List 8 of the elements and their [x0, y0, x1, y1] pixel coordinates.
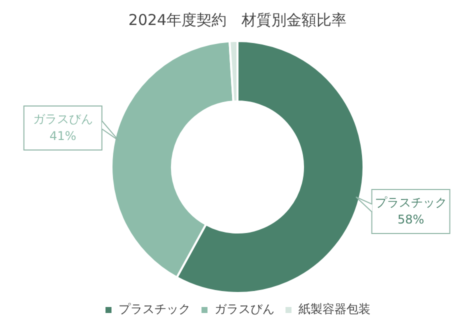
chart-title: 2024年度契約 材質別金額比率 [128, 10, 347, 29]
data-label: 58% [397, 212, 424, 227]
data-label: 41% [50, 129, 76, 144]
slice-label: プラスチック [374, 196, 447, 210]
legend-label: 紙製容器包装 [298, 302, 370, 316]
legend-label: プラスチック [118, 302, 190, 316]
legend-label: ガラスびん [214, 302, 274, 316]
slice-label: ガラスびん [32, 112, 93, 126]
